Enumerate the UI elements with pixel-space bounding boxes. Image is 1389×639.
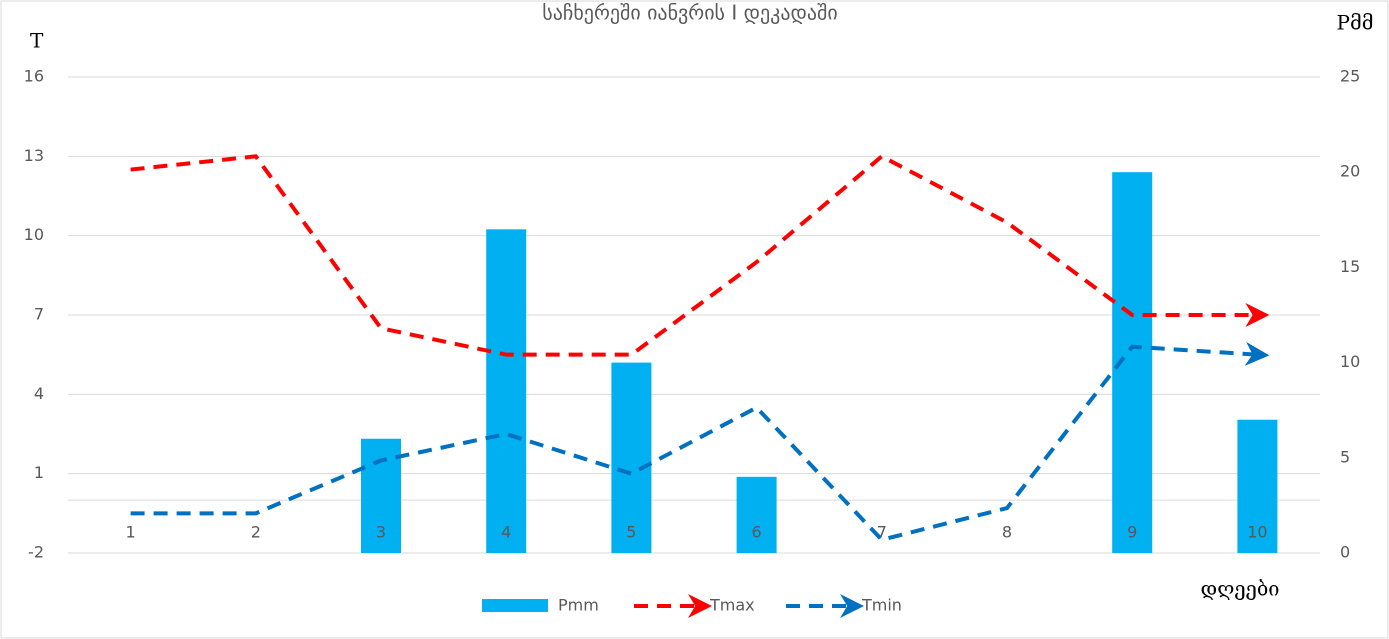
- x-tick-label: 2: [251, 523, 261, 542]
- y2-tick-label: 15: [1340, 257, 1360, 276]
- y2-axis-label: Pმმ: [1337, 11, 1374, 35]
- bar: [611, 362, 652, 553]
- legend-label: Pmm: [558, 596, 599, 615]
- x-tick-label: 6: [752, 523, 762, 542]
- legend-swatch: [482, 599, 548, 612]
- y-tick-label: 4: [34, 384, 44, 403]
- bar: [486, 229, 527, 553]
- line-series: [130, 153, 1270, 357]
- y-axis-label: T: [30, 29, 44, 53]
- x-tick-label: 9: [1127, 523, 1137, 542]
- x-tick-label: 8: [1002, 523, 1012, 542]
- x-tick-label: 3: [376, 523, 386, 542]
- y-tick-label: -2: [28, 543, 44, 562]
- x-tick-label: 4: [501, 523, 511, 542]
- y2-tick-label: 25: [1340, 67, 1360, 86]
- y2-tick-label: 20: [1340, 162, 1360, 181]
- legend-label: Tmax: [709, 596, 755, 615]
- bar: [1237, 419, 1278, 553]
- line-series: [130, 341, 1270, 543]
- legend-label: Tmin: [861, 596, 902, 615]
- y-tick-label: 10: [24, 225, 44, 244]
- bar: [736, 476, 777, 553]
- chart-title: საჩხერეში იანვრის I დეკადაში: [542, 1, 837, 25]
- x-tick-label: 10: [1247, 523, 1267, 542]
- y-tick-label: 13: [24, 146, 44, 165]
- bar: [361, 438, 401, 553]
- y2-tick-label: 5: [1340, 447, 1350, 466]
- x-tick-label: 5: [626, 523, 636, 542]
- y-tick-label: 1: [34, 463, 44, 482]
- y2-tick-label: 10: [1340, 352, 1360, 371]
- y-tick-label: 16: [24, 67, 44, 86]
- y2-tick-label: 0: [1340, 543, 1350, 562]
- x-axis-label: დღეები: [1201, 577, 1280, 601]
- x-tick-label: 1: [126, 523, 136, 542]
- x-tick-label: 7: [877, 523, 887, 542]
- y-tick-label: 7: [34, 305, 44, 324]
